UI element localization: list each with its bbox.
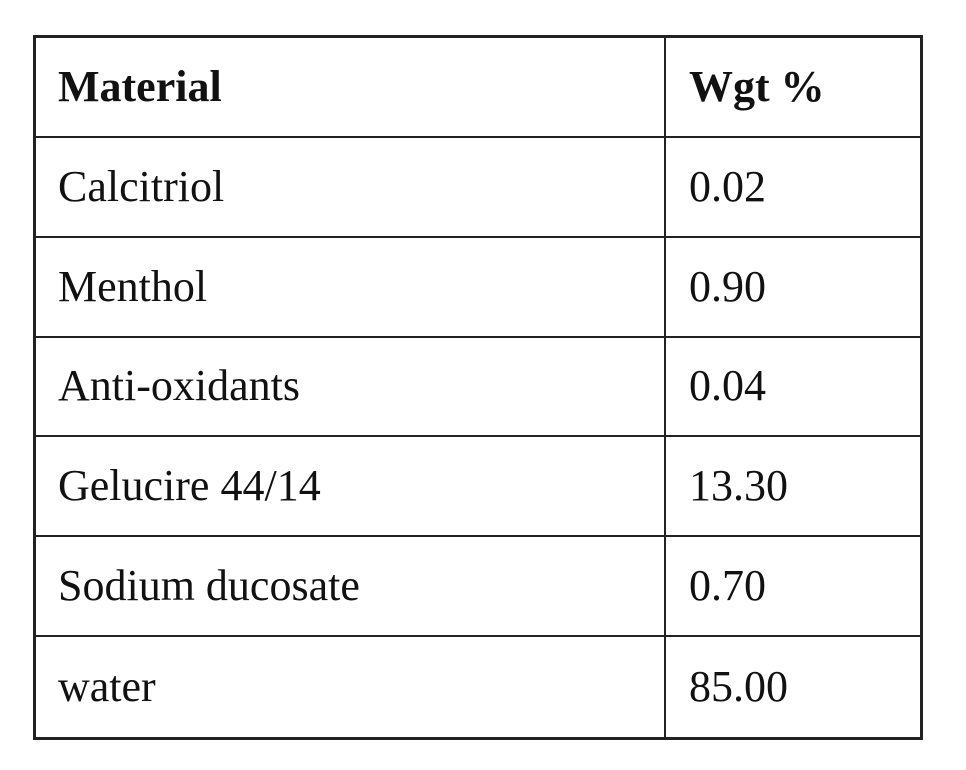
weight-cell: 0.70 [666,537,920,637]
header-material: Material [36,38,666,138]
weight-cell: 85.00 [666,637,920,737]
material-cell: Gelucire 44/14 [36,437,666,537]
weight-cell: 0.90 [666,238,920,338]
weight-cell: 0.04 [666,338,920,438]
material-cell: Sodium ducosate [36,537,666,637]
material-cell: Menthol [36,238,666,338]
weight-cell: 13.30 [666,437,920,537]
header-weight-percent: Wgt % [666,38,920,138]
material-cell: water [36,637,666,737]
composition-table: Material Wgt % Calcitriol 0.02 Menthol 0… [33,35,923,740]
material-cell: Anti-oxidants [36,338,666,438]
weight-cell: 0.02 [666,138,920,238]
material-cell: Calcitriol [36,138,666,238]
